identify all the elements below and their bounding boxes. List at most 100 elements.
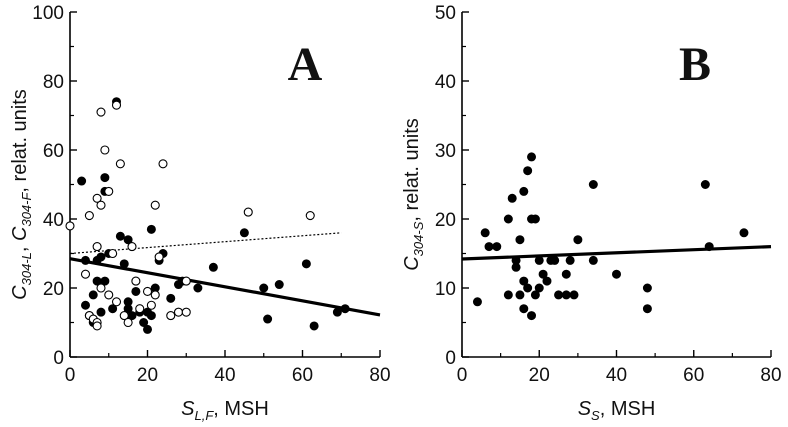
filled-data-point bbox=[523, 283, 533, 293]
filled-data-point bbox=[259, 283, 269, 293]
open-data-point bbox=[96, 107, 106, 117]
open-data-point bbox=[158, 159, 168, 169]
filled-data-point bbox=[77, 176, 87, 186]
open-data-point bbox=[80, 269, 91, 279]
open-data-point bbox=[131, 276, 141, 286]
x-label-unit: , MSH bbox=[600, 398, 656, 420]
y-tick-label: 0 bbox=[53, 348, 64, 369]
open-data-point bbox=[181, 307, 191, 317]
x-tick-label: 20 bbox=[529, 365, 550, 386]
filled-data-point bbox=[519, 304, 529, 314]
filled-data-point bbox=[519, 186, 529, 196]
y-tick-label: 20 bbox=[435, 210, 456, 231]
filled-data-point bbox=[503, 290, 513, 300]
x-tick-label: 40 bbox=[606, 365, 627, 386]
open-data-point bbox=[154, 252, 164, 262]
filled-data-point bbox=[166, 293, 176, 303]
y-tick-label: 10 bbox=[435, 279, 456, 300]
open-data-point bbox=[119, 311, 129, 321]
filled-data-point bbox=[739, 228, 749, 238]
open-data-point bbox=[92, 193, 102, 203]
x-tick-label: 0 bbox=[65, 365, 76, 386]
y-tick-label: 0 bbox=[445, 348, 456, 369]
filled-data-point bbox=[612, 269, 621, 279]
filled-data-point bbox=[588, 180, 598, 189]
filled-data-point bbox=[515, 235, 525, 245]
filled-data-point bbox=[193, 283, 203, 293]
filled-data-point bbox=[530, 290, 540, 300]
open-data-point bbox=[96, 283, 106, 293]
filled-data-point bbox=[573, 235, 583, 245]
y-tick-label: 30 bbox=[435, 141, 456, 162]
x-label-var: S bbox=[578, 398, 592, 420]
filled-data-point bbox=[332, 307, 342, 317]
y-tick-label: 100 bbox=[32, 3, 64, 24]
y-label-sub2: 304-F bbox=[19, 192, 34, 227]
x-label-unit: , MSH bbox=[213, 398, 269, 420]
filled-data-point bbox=[527, 311, 537, 321]
filled-data-point bbox=[239, 228, 249, 238]
y-label-var: C bbox=[9, 285, 31, 300]
filled-data-point bbox=[534, 283, 544, 293]
filled-data-point bbox=[503, 214, 513, 224]
filled-data-point bbox=[538, 269, 548, 279]
y-label-sep: , bbox=[9, 241, 31, 252]
x-tick-label: 60 bbox=[683, 365, 704, 386]
filled-data-point bbox=[263, 314, 273, 324]
open-data-point bbox=[104, 290, 114, 300]
filled-data-point bbox=[146, 311, 156, 321]
open-data-point bbox=[150, 290, 160, 300]
open-data-point bbox=[135, 304, 145, 314]
open-data-point bbox=[150, 200, 160, 210]
x-label-sub: S bbox=[591, 408, 600, 423]
open-data-point bbox=[123, 317, 133, 328]
open-data-point bbox=[104, 186, 114, 196]
filled-data-point bbox=[480, 228, 490, 238]
filled-data-point bbox=[123, 304, 133, 314]
filled-data-point bbox=[565, 255, 575, 265]
filled-data-point bbox=[534, 255, 544, 265]
filled-data-point bbox=[700, 180, 710, 189]
open-data-point bbox=[111, 100, 122, 110]
open-data-point bbox=[243, 207, 253, 217]
filled-data-point bbox=[492, 242, 502, 252]
filled-data-point bbox=[511, 262, 521, 272]
filled-data-point bbox=[274, 280, 284, 290]
filled-data-point bbox=[550, 255, 560, 265]
filled-data-point bbox=[642, 283, 652, 293]
x-tick-label: 0 bbox=[457, 365, 468, 386]
x-axis-label: SS, MSH bbox=[578, 398, 656, 423]
open-data-point bbox=[96, 200, 106, 210]
open-data-point bbox=[92, 242, 102, 252]
x-tick-label: 80 bbox=[760, 365, 781, 386]
filled-data-point bbox=[115, 231, 125, 241]
filled-data-point bbox=[131, 286, 141, 296]
open-data-point bbox=[166, 311, 176, 321]
open-data-point bbox=[84, 211, 94, 221]
filled-data-point bbox=[309, 321, 319, 331]
filled-data-point bbox=[523, 166, 533, 176]
y-tick-label: 20 bbox=[43, 279, 64, 300]
y-tick-label: 40 bbox=[43, 210, 64, 231]
open-data-point bbox=[92, 321, 102, 331]
filled-data-point bbox=[143, 324, 152, 334]
open-data-point bbox=[305, 211, 315, 221]
x-axis-label: SL,F, MSH bbox=[181, 398, 269, 423]
filled-data-point bbox=[704, 242, 714, 252]
x-tick-label: 80 bbox=[369, 365, 390, 386]
filled-data-point bbox=[96, 252, 106, 262]
open-data-point bbox=[142, 286, 153, 297]
fit-line bbox=[69, 257, 381, 317]
x-label-sub: L,F bbox=[194, 408, 214, 423]
y-label-unit: , relat. units bbox=[401, 118, 423, 221]
filled-data-point bbox=[472, 297, 482, 307]
filled-data-point bbox=[542, 276, 552, 286]
filled-data-point bbox=[507, 193, 517, 203]
filled-data-point bbox=[123, 235, 133, 245]
open-data-point bbox=[111, 297, 122, 307]
filled-data-point bbox=[484, 242, 494, 252]
y-axis-label: C304-L, C304-F, relat. units bbox=[9, 89, 34, 300]
open-data-point bbox=[100, 145, 110, 155]
